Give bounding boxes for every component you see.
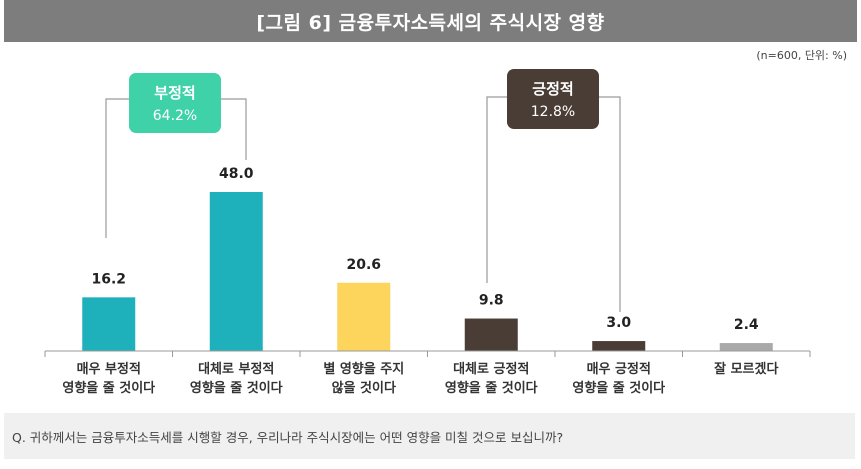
category-label: 별 영향을 주지	[323, 361, 404, 377]
negative-callout-box	[129, 73, 221, 133]
category-label: 영향을 줄 것이다	[572, 380, 665, 396]
bar-2	[209, 192, 263, 351]
value-label: 9.8	[479, 293, 504, 309]
category-label: 대체로 긍정적	[453, 361, 529, 377]
positive-bracket	[486, 96, 621, 312]
category-label: 영향을 줄 것이다	[62, 380, 155, 396]
value-label: 48.0	[219, 166, 254, 182]
category-label: 잘 모르겠다	[714, 361, 778, 377]
positive-callout-value: 12.8%	[531, 104, 575, 120]
bar-6	[719, 343, 773, 351]
bar-5	[592, 341, 646, 351]
value-label: 3.0	[606, 315, 631, 331]
value-label: 20.6	[346, 257, 381, 273]
survey-question: Q. 귀하께서는 금융투자소득세를 시행할 경우, 우리나라 주식시장에는 어떤…	[4, 413, 855, 459]
bar-4	[464, 318, 518, 351]
unit-note: (n=600, 단위: %)	[756, 49, 847, 62]
value-label: 16.2	[91, 271, 126, 287]
negative-callout-label: 부정적	[154, 84, 195, 102]
category-label: 영향을 줄 것이다	[445, 380, 538, 396]
bar-1	[82, 297, 136, 351]
category-label: 매우 부정적	[77, 361, 141, 377]
title-bar: [그림 6] 금융투자소득세의 주식시장 영향	[4, 0, 857, 42]
value-label: 2.4	[734, 317, 759, 333]
category-label: 매우 긍정적	[587, 361, 651, 377]
category-label: 영향을 줄 것이다	[190, 380, 283, 396]
negative-callout-value: 64.2%	[153, 108, 197, 124]
chart-title: [그림 6] 금융투자소득세의 주식시장 영향	[256, 11, 605, 34]
category-label: 않을 것이다	[332, 380, 396, 396]
bar-3	[337, 282, 391, 351]
positive-callout-box	[507, 69, 599, 129]
category-label: 대체로 부정적	[198, 361, 274, 377]
positive-callout-label: 긍정적	[532, 80, 573, 98]
